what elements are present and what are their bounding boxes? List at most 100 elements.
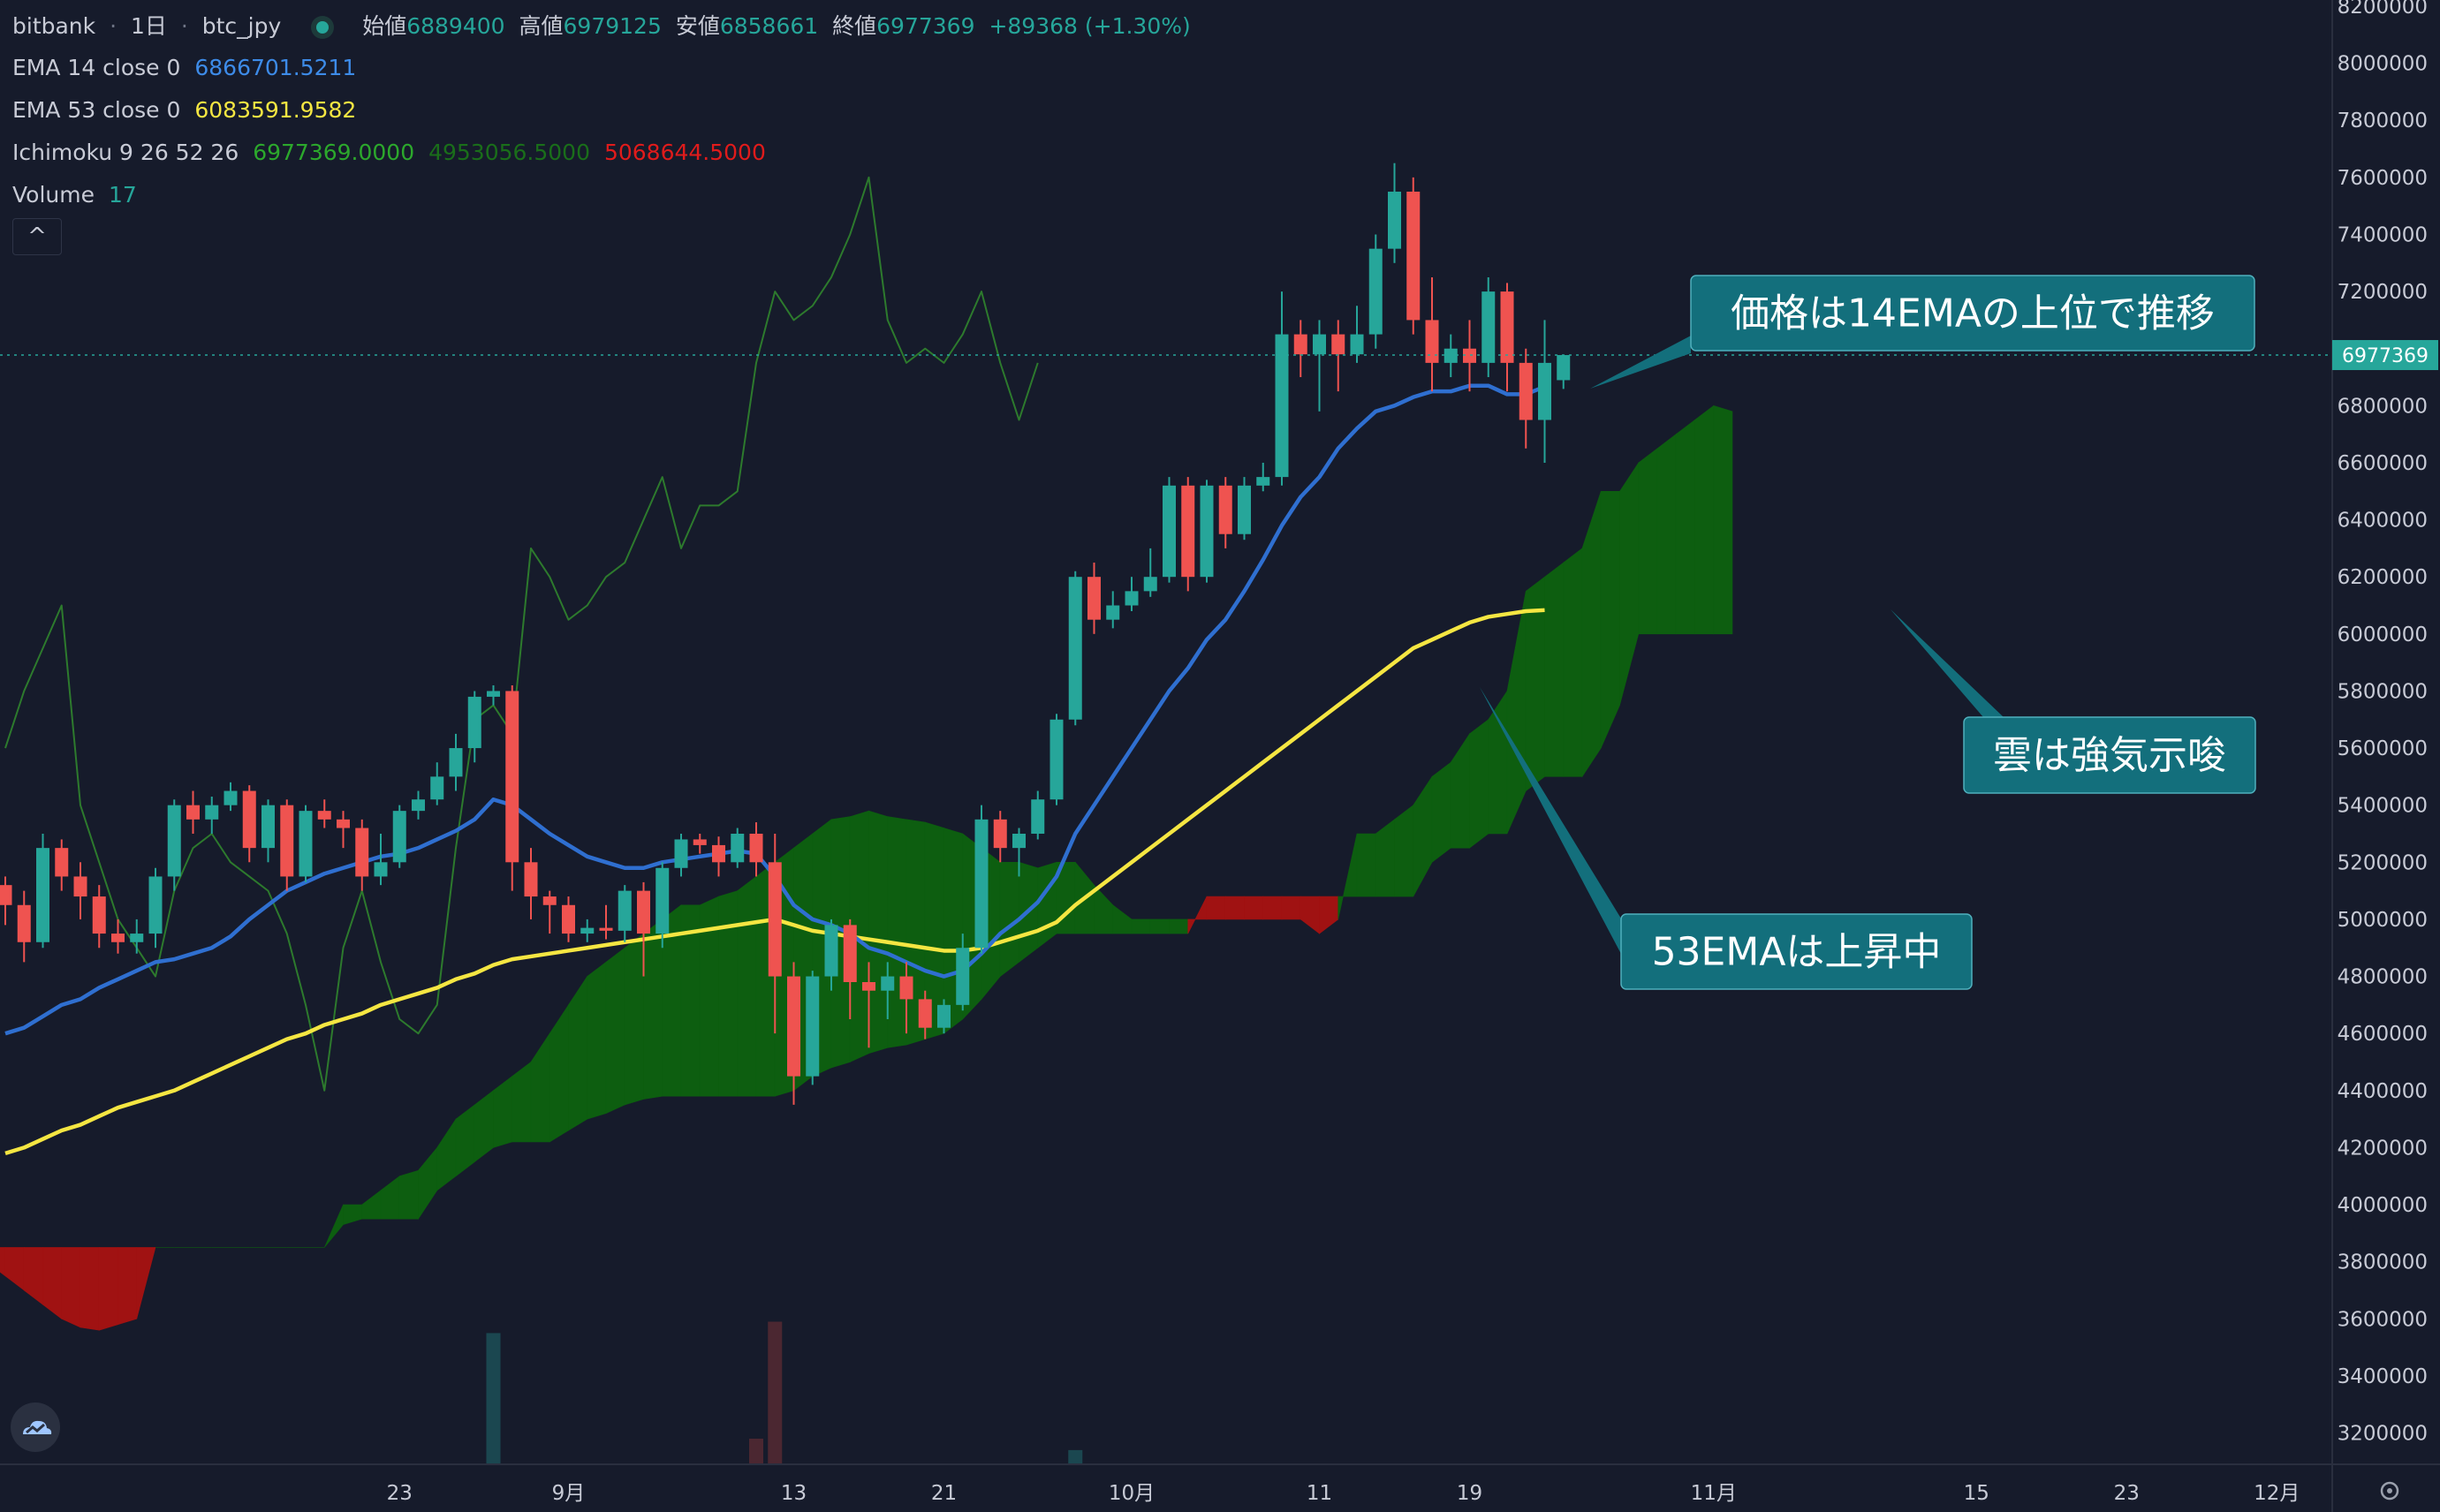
cloud-segment: [380, 1176, 400, 1220]
cloud-segment: [1337, 833, 1358, 919]
candle-body: [1425, 320, 1439, 363]
close-label: 終値: [832, 13, 877, 39]
cloud-segment: [624, 933, 644, 1106]
candle: [1519, 348, 1533, 449]
cloud-segment: [530, 1032, 550, 1143]
candle: [749, 822, 763, 877]
tradingview-logo-icon[interactable]: [11, 1402, 60, 1452]
candle: [1350, 306, 1364, 363]
candle-body: [1106, 605, 1120, 620]
candle-body: [580, 927, 595, 934]
candle: [1031, 790, 1045, 840]
ema53-label: EMA 53 close 0: [12, 97, 181, 123]
volume-legend[interactable]: Volume 17: [12, 182, 144, 208]
price-tick-label: 4200000: [2338, 1137, 2428, 1160]
high-label: 高値: [519, 13, 564, 39]
candle: [36, 833, 49, 949]
ema14-legend[interactable]: EMA 14 close 0 6866701.5211: [12, 55, 363, 80]
time-tick-label: 23: [387, 1482, 413, 1505]
candle: [467, 691, 481, 763]
cloud-segment: [4, 1247, 25, 1291]
candles[interactable]: [0, 163, 1571, 1105]
candle-body: [392, 811, 406, 863]
candle: [505, 684, 519, 891]
candle-body: [1031, 799, 1045, 834]
ema53-legend[interactable]: EMA 53 close 0 6083591.9582: [12, 97, 363, 123]
price-tick-label: 3200000: [2338, 1423, 2428, 1446]
time-tick-label: 15: [1964, 1482, 1989, 1505]
cloud-segment: [1037, 861, 1057, 949]
candle: [130, 919, 144, 954]
cloud-segment: [455, 1104, 475, 1177]
candle-body: [1388, 192, 1401, 249]
separator-dot: ·: [110, 13, 117, 39]
candle-body: [637, 890, 650, 934]
ichimoku-legend[interactable]: Ichimoku 9 26 52 26 6977369.0000 4953056…: [12, 140, 773, 165]
candle: [824, 919, 838, 991]
cloud-segment: [1563, 548, 1583, 777]
candle: [655, 862, 670, 949]
candle-body: [467, 696, 481, 749]
candle-body: [242, 790, 256, 849]
candle-body: [167, 805, 181, 877]
cloud-segment: [418, 1146, 438, 1221]
price-tag-bg: [2332, 340, 2438, 371]
candle: [524, 848, 538, 919]
candle-body: [1519, 362, 1533, 420]
exchange-name[interactable]: bitbank: [12, 13, 96, 39]
candle: [787, 962, 800, 1105]
cloud-segment: [1169, 919, 1189, 934]
change-value: +89368 (+1.30%): [989, 13, 1191, 39]
separator-dot: ·: [180, 13, 188, 39]
candle: [618, 885, 632, 942]
ichimoku-label: Ichimoku 9 26 52 26: [12, 140, 239, 165]
candle: [1481, 276, 1496, 378]
candle-body: [1012, 833, 1026, 849]
price-tick-label: 7800000: [2338, 110, 2428, 132]
candle-body: [1444, 348, 1458, 363]
cloud-segment: [1450, 732, 1470, 849]
cloud-segment: [1394, 805, 1414, 897]
candle: [449, 733, 463, 791]
candle-body: [55, 848, 69, 877]
ema14-value: 6866701.5211: [194, 55, 357, 80]
candle: [843, 919, 857, 1020]
cloud-segment: [1356, 833, 1376, 897]
candle: [1293, 320, 1307, 378]
collapse-legend-button[interactable]: ^: [12, 218, 62, 255]
cloud-segment: [1262, 896, 1283, 920]
candle-body: [505, 691, 519, 863]
candle-body: [92, 896, 106, 934]
time-tick-label: 21: [931, 1482, 957, 1505]
cloud-segment: [1149, 919, 1170, 934]
candle-body: [993, 819, 1007, 849]
candle: [355, 819, 369, 891]
volume-bars: [486, 1321, 1083, 1464]
interval-label[interactable]: 1日: [131, 13, 167, 39]
price-tick-label: 6200000: [2338, 566, 2428, 589]
candle: [1125, 577, 1139, 611]
cloud-segment: [1244, 896, 1264, 920]
time-tick-label: 12月: [2254, 1482, 2300, 1505]
candle-body: [224, 790, 238, 805]
candle: [731, 828, 745, 868]
candle: [280, 799, 294, 891]
candle: [73, 862, 87, 919]
candle-body: [299, 811, 313, 877]
settings-gear-icon[interactable]: [2380, 1481, 2399, 1501]
candle-body: [430, 776, 444, 800]
cloud-segment: [549, 1003, 569, 1143]
callout-tail: [1891, 609, 2004, 717]
candle: [1538, 320, 1551, 463]
cloud-segment: [136, 1247, 156, 1319]
candle: [862, 962, 875, 1048]
symbol-label[interactable]: btc_jpy: [201, 13, 282, 39]
cloud-segment: [1300, 896, 1320, 934]
volume-bar: [486, 1333, 501, 1464]
candle-body: [562, 904, 575, 934]
candle-body: [280, 805, 294, 877]
candle-body: [1350, 334, 1364, 355]
cloud-segment: [323, 1204, 344, 1248]
candle: [1050, 714, 1064, 805]
